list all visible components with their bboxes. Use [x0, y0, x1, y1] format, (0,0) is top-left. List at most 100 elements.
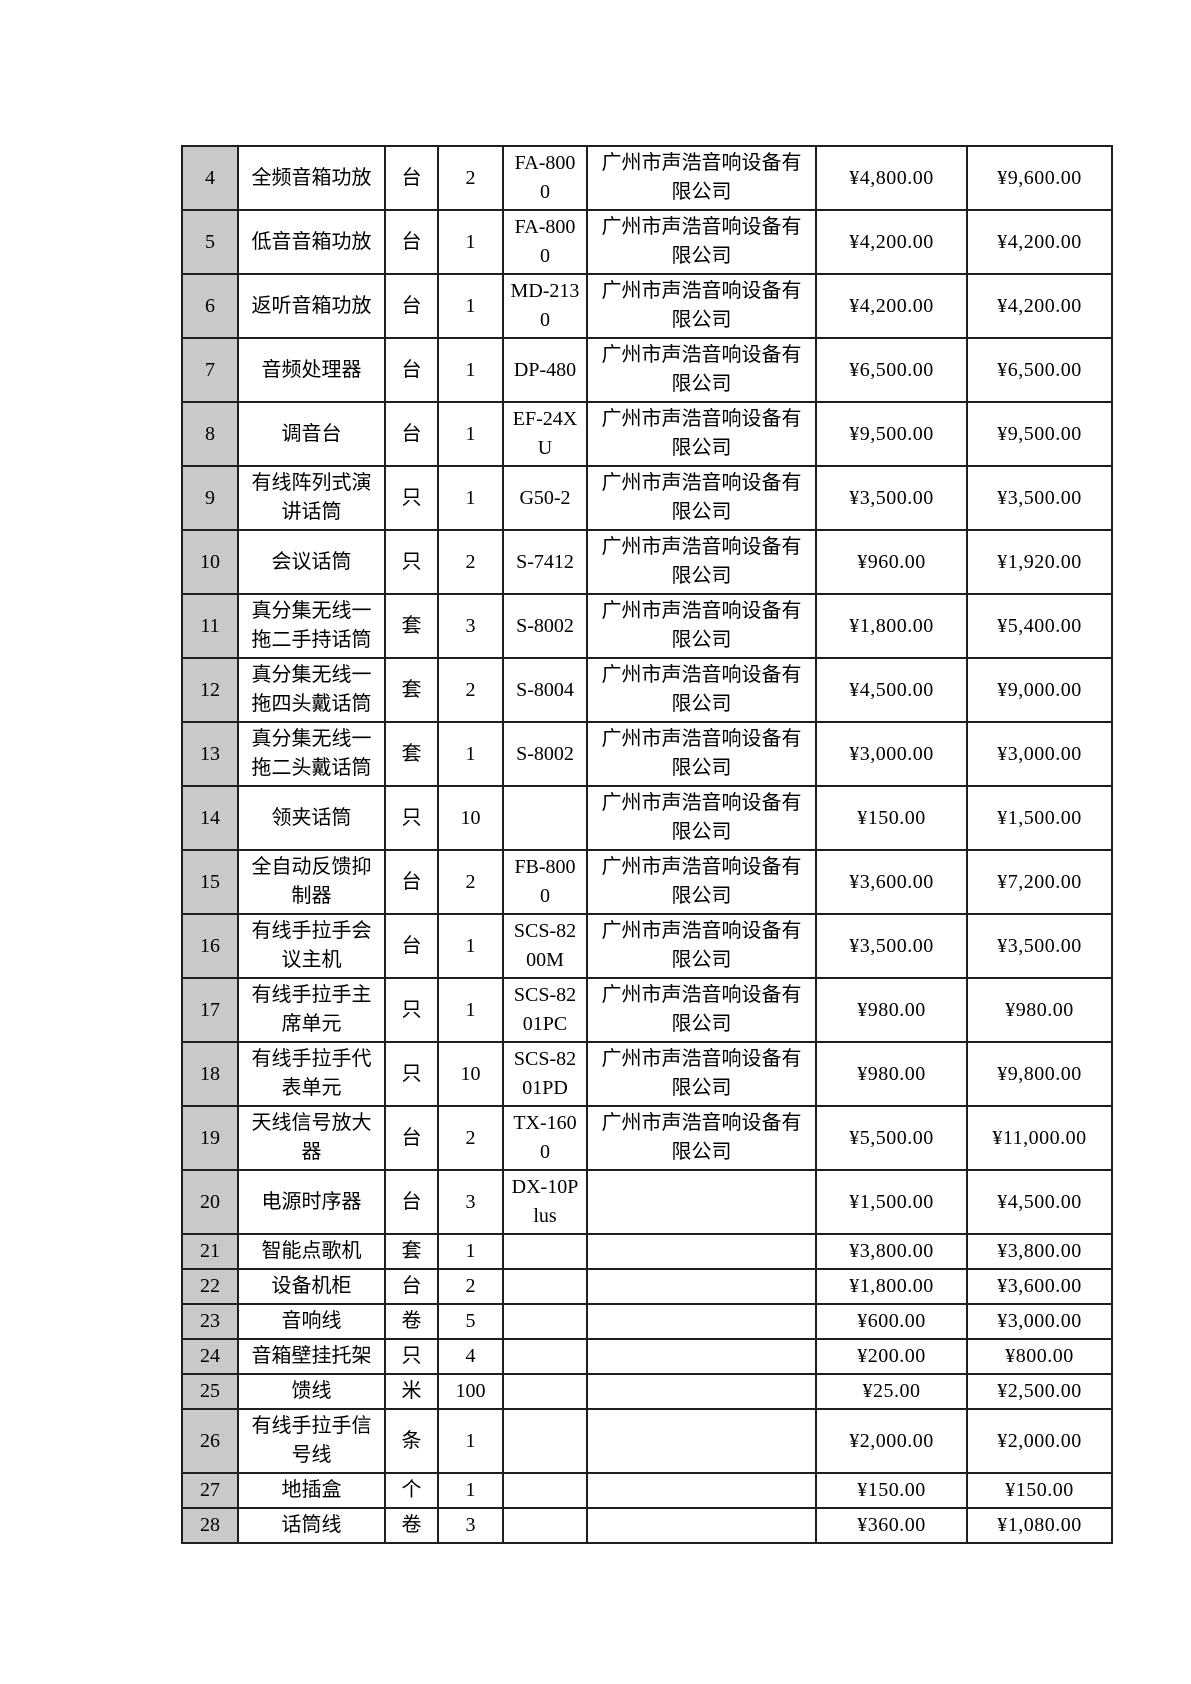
unit-price-cell: ¥3,500.00 — [815, 465, 968, 531]
item-name-cell: 有线手拉手信 号线 — [237, 1408, 386, 1474]
unit-price-cell: ¥2,000.00 — [815, 1408, 968, 1474]
model-cell: FA-800 0 — [502, 145, 588, 211]
row-index-cell: 9 — [181, 465, 239, 531]
unit-price-cell: ¥4,200.00 — [815, 273, 968, 339]
unit-price-cell: ¥3,600.00 — [815, 849, 968, 915]
amount-cell: ¥7,200.00 — [966, 849, 1113, 915]
supplier-cell — [586, 1169, 817, 1235]
row-index-cell: 11 — [181, 593, 239, 659]
unit-price-cell: ¥25.00 — [815, 1373, 968, 1410]
amount-cell: ¥1,500.00 — [966, 785, 1113, 851]
quantity-cell: 5 — [437, 1303, 504, 1340]
table-row: 12 真分集无线一 拖四头戴话筒套 2 S-8004 广州市声浩音响设备有 限公司 ¥4,… — [181, 657, 1113, 723]
quantity-cell: 10 — [437, 1041, 504, 1107]
row-index-cell: 13 — [181, 721, 239, 787]
unit-cell: 只 — [384, 785, 439, 851]
model-cell — [502, 1303, 588, 1340]
unit-price-cell: ¥1,500.00 — [815, 1169, 968, 1235]
quantity-cell: 1 — [437, 465, 504, 531]
unit-price-cell: ¥980.00 — [815, 1041, 968, 1107]
item-name-cell: 天线信号放大 器 — [237, 1105, 386, 1171]
row-index-cell: 18 — [181, 1041, 239, 1107]
equipment-table-body: 4 全频音箱功放台 2 FA-800 0 广州市声浩音响设备有 限公司 ¥4,800.00… — [181, 145, 1113, 1544]
model-cell: FA-800 0 — [502, 209, 588, 275]
unit-price-cell: ¥3,000.00 — [815, 721, 968, 787]
item-name-cell: 会议话筒 — [237, 529, 386, 595]
item-name-cell: 有线手拉手代 表单元 — [237, 1041, 386, 1107]
item-name-cell: 电源时序器 — [237, 1169, 386, 1235]
item-name-cell: 音频处理器 — [237, 337, 386, 403]
row-index-cell: 27 — [181, 1472, 239, 1509]
quantity-cell: 1 — [437, 1472, 504, 1509]
supplier-cell: 广州市声浩音响设备有 限公司 — [586, 849, 817, 915]
table-row: 26 有线手拉手信 号线条 1 ¥2,000.00 ¥2,000.00 — [181, 1408, 1113, 1474]
item-name-cell: 返听音箱功放 — [237, 273, 386, 339]
row-index-cell: 26 — [181, 1408, 239, 1474]
item-name-cell: 有线阵列式演 讲话筒 — [237, 465, 386, 531]
table-row: 6 返听音箱功放台 1 MD-213 0 广州市声浩音响设备有 限公司 ¥4,200.00… — [181, 273, 1113, 339]
model-cell: SCS-82 00M — [502, 913, 588, 979]
unit-price-cell: ¥360.00 — [815, 1507, 968, 1544]
table-row: 11 真分集无线一 拖二手持话筒套 3 S-8002 广州市声浩音响设备有 限公司 ¥1,… — [181, 593, 1113, 659]
item-name-cell: 音响线 — [237, 1303, 386, 1340]
quantity-cell: 2 — [437, 529, 504, 595]
row-index-cell: 14 — [181, 785, 239, 851]
unit-cell: 套 — [384, 1233, 439, 1270]
model-cell — [502, 1233, 588, 1270]
supplier-cell: 广州市声浩音响设备有 限公司 — [586, 529, 817, 595]
table-row: 5 低音音箱功放台 1 FA-800 0 广州市声浩音响设备有 限公司 ¥4,200.00… — [181, 209, 1113, 275]
table-row: 10 会议话筒只 2 S-7412 广州市声浩音响设备有 限公司 ¥960.00 ¥1,92… — [181, 529, 1113, 595]
table-row: 22 设备机柜台 2 ¥1,800.00 ¥3,600.00 — [181, 1268, 1113, 1305]
amount-cell: ¥4,500.00 — [966, 1169, 1113, 1235]
row-index-cell: 4 — [181, 145, 239, 211]
item-name-cell: 话筒线 — [237, 1507, 386, 1544]
unit-cell: 只 — [384, 1041, 439, 1107]
row-index-cell: 22 — [181, 1268, 239, 1305]
unit-cell: 套 — [384, 593, 439, 659]
quantity-cell: 3 — [437, 593, 504, 659]
table-row: 21 智能点歌机套 1 ¥3,800.00 ¥3,800.00 — [181, 1233, 1113, 1270]
unit-cell: 台 — [384, 209, 439, 275]
supplier-cell: 广州市声浩音响设备有 限公司 — [586, 401, 817, 467]
amount-cell: ¥6,500.00 — [966, 337, 1113, 403]
supplier-cell: 广州市声浩音响设备有 限公司 — [586, 337, 817, 403]
supplier-cell — [586, 1268, 817, 1305]
item-name-cell: 有线手拉手会 议主机 — [237, 913, 386, 979]
model-cell: G50-2 — [502, 465, 588, 531]
row-index-cell: 23 — [181, 1303, 239, 1340]
unit-cell: 个 — [384, 1472, 439, 1509]
amount-cell: ¥2,500.00 — [966, 1373, 1113, 1410]
row-index-cell: 12 — [181, 657, 239, 723]
unit-cell: 条 — [384, 1408, 439, 1474]
table-row: 16 有线手拉手会 议主机台 1 SCS-82 00M 广州市声浩音响设备有 限公司 ¥3… — [181, 913, 1113, 979]
supplier-cell — [586, 1303, 817, 1340]
model-cell: TX-160 0 — [502, 1105, 588, 1171]
unit-price-cell: ¥6,500.00 — [815, 337, 968, 403]
row-index-cell: 20 — [181, 1169, 239, 1235]
unit-price-cell: ¥4,800.00 — [815, 145, 968, 211]
quantity-cell: 100 — [437, 1373, 504, 1410]
quantity-cell: 3 — [437, 1169, 504, 1235]
item-name-cell: 真分集无线一 拖二手持话筒 — [237, 593, 386, 659]
table-row: 7 音频处理器台 1 DP-480 广州市声浩音响设备有 限公司 ¥6,500.00 ¥6,… — [181, 337, 1113, 403]
row-index-cell: 8 — [181, 401, 239, 467]
quantity-cell: 3 — [437, 1507, 504, 1544]
table-row: 28 话筒线卷 3 ¥360.00 ¥1,080.00 — [181, 1507, 1113, 1544]
amount-cell: ¥980.00 — [966, 977, 1113, 1043]
row-index-cell: 5 — [181, 209, 239, 275]
supplier-cell: 广州市声浩音响设备有 限公司 — [586, 721, 817, 787]
amount-cell: ¥9,800.00 — [966, 1041, 1113, 1107]
unit-price-cell: ¥600.00 — [815, 1303, 968, 1340]
item-name-cell: 全频音箱功放 — [237, 145, 386, 211]
unit-cell: 卷 — [384, 1303, 439, 1340]
unit-cell: 台 — [384, 849, 439, 915]
unit-cell: 套 — [384, 721, 439, 787]
unit-cell: 只 — [384, 1338, 439, 1375]
row-index-cell: 21 — [181, 1233, 239, 1270]
unit-price-cell: ¥9,500.00 — [815, 401, 968, 467]
model-cell — [502, 1373, 588, 1410]
item-name-cell: 真分集无线一 拖二头戴话筒 — [237, 721, 386, 787]
item-name-cell: 地插盒 — [237, 1472, 386, 1509]
supplier-cell — [586, 1507, 817, 1544]
